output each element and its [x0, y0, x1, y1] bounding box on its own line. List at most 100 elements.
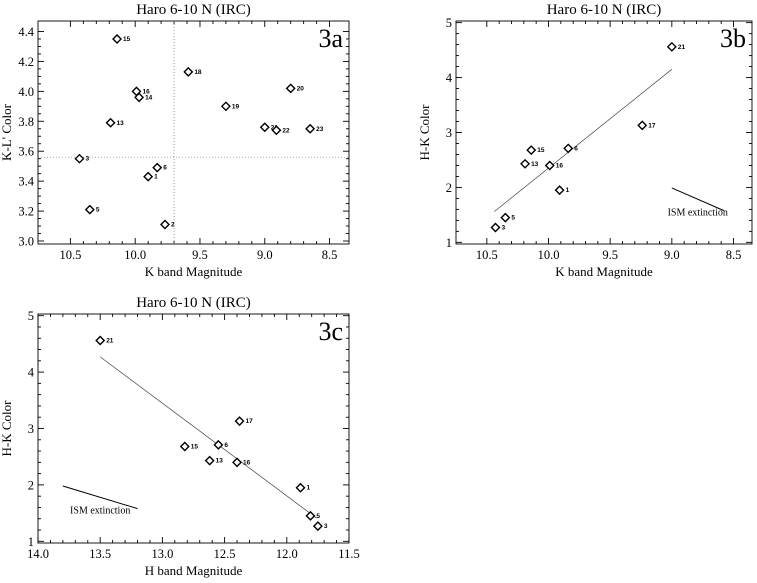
data-point-label: 16	[243, 459, 251, 466]
x-tick-label: 10.0	[124, 248, 146, 262]
chart-panel-3c: Haro 6-10 N (IRC) 3c 14.0 13.5 13.0 12.5 12.0 1…	[0, 295, 360, 578]
extinction-vector	[62, 485, 138, 510]
x-tick-label: 13.5	[89, 547, 111, 561]
data-point-label: 16	[556, 162, 564, 169]
extinction-annotation: ISM extinction	[668, 207, 728, 218]
data-point-15	[112, 33, 123, 44]
data-point-16	[544, 160, 555, 171]
data-point-15	[526, 145, 537, 156]
data-point-15	[179, 441, 190, 452]
data-point-label: 23	[316, 126, 324, 133]
x-axis-label: K band Magnitude	[555, 264, 653, 279]
x-tick-label: 9.0	[664, 248, 680, 262]
data-point-label: 6	[574, 145, 578, 152]
x-tick-label: 10.5	[59, 248, 81, 262]
data-point-17	[637, 120, 648, 131]
data-point-1	[295, 482, 306, 493]
data-point-label: 3	[85, 156, 89, 163]
data-point-label: 20	[297, 85, 305, 92]
data-point-label: 3	[501, 225, 505, 232]
data-point-23	[305, 123, 316, 134]
data-point-5	[500, 212, 511, 223]
y-tick-label: 4	[28, 366, 35, 380]
data-point-label: 6	[163, 165, 167, 172]
data-point-label: 17	[648, 122, 656, 129]
data-point-2	[160, 219, 170, 230]
data-point-5	[305, 510, 316, 521]
panel-label: 3b	[720, 24, 746, 53]
panel-label: 3c	[318, 317, 343, 346]
data-point-label: 13	[531, 161, 539, 168]
y-tick-label: 4.0	[18, 85, 34, 99]
x-tick-label: 14.0	[27, 547, 49, 561]
data-point-21	[95, 335, 106, 346]
data-point-label: 1	[306, 485, 310, 492]
y-tick-label: 4.4	[18, 25, 34, 39]
y-tick-label: 3	[28, 422, 34, 436]
data-point-label: 5	[511, 215, 515, 222]
data-point-3	[74, 153, 85, 164]
data-point-label: 21	[678, 44, 686, 51]
y-axis-label: H-K Color	[417, 104, 432, 161]
y-tick-label: 3.2	[18, 205, 34, 219]
x-tick-label: 9.0	[257, 248, 273, 262]
x-tick-label: 9.5	[192, 248, 208, 262]
data-point-22	[271, 125, 282, 136]
data-point-label: 22	[282, 127, 290, 134]
extinction-annotation: ISM extinction	[70, 506, 130, 517]
data-point-label: 15	[537, 147, 545, 154]
data-point-label: 5	[316, 513, 320, 520]
y-tick-label: 5	[446, 16, 452, 30]
data-point-1	[143, 171, 154, 182]
data-point-label: 3	[324, 523, 328, 530]
x-tick-label: 8.5	[322, 248, 338, 262]
chart-title: Haro 6-10 N (IRC)	[547, 2, 662, 18]
x-axis-label: K band Magnitude	[145, 264, 243, 279]
data-point-3	[490, 222, 501, 233]
chart-title: Haro 6-10 N (IRC)	[136, 2, 251, 18]
chart-panel-3a: Haro 6-10 N (IRC) 3a 10.5 10.0 9.5 9.0 8.5 3.0 3…	[0, 2, 350, 279]
data-point-label: 17	[246, 418, 254, 425]
data-point-label: 2	[171, 222, 175, 229]
x-tick-label: 10.0	[538, 248, 560, 262]
data-point-label: 1	[154, 174, 158, 181]
data-point-1	[554, 185, 565, 196]
data-point-21	[259, 122, 270, 133]
plot-frame	[37, 20, 350, 245]
x-tick-label: 9.5	[602, 248, 618, 262]
x-tick-label: 13.0	[151, 547, 173, 561]
y-tick-label: 3	[446, 126, 452, 140]
data-point-6	[152, 162, 163, 173]
y-tick-label: 4.2	[18, 55, 34, 69]
data-point-3	[312, 521, 323, 532]
y-tick-label: 2	[28, 478, 34, 492]
fit-line	[99, 356, 317, 519]
data-point-5	[84, 204, 95, 215]
y-tick-label: 4	[446, 71, 453, 85]
data-point-21	[666, 41, 677, 52]
data-point-17	[234, 416, 245, 427]
data-point-6	[563, 143, 574, 154]
data-point-label: 5	[96, 207, 100, 214]
data-point-label: 15	[191, 444, 199, 451]
data-point-label: 1	[566, 187, 570, 194]
data-point-14	[134, 92, 145, 103]
panel-label: 3a	[318, 24, 343, 53]
data-point-13	[105, 117, 116, 128]
y-tick-label: 3.4	[18, 175, 34, 189]
data-point-20	[285, 83, 296, 94]
x-tick-label: 12.0	[276, 547, 298, 561]
extinction-vector	[671, 187, 724, 211]
data-point-13	[520, 158, 531, 169]
fit-line	[494, 69, 673, 212]
chart-title: Haro 6-10 N (IRC)	[136, 295, 251, 311]
data-point-19	[220, 101, 231, 112]
y-tick-label: 2	[446, 181, 452, 195]
y-tick-label: 1	[28, 535, 34, 549]
y-tick-label: 5	[28, 309, 34, 323]
data-point-label: 14	[145, 94, 153, 101]
data-point-16	[232, 457, 243, 468]
data-point-6	[213, 439, 224, 450]
data-point-label: 13	[216, 458, 224, 465]
y-tick-label: 3.0	[18, 235, 34, 249]
